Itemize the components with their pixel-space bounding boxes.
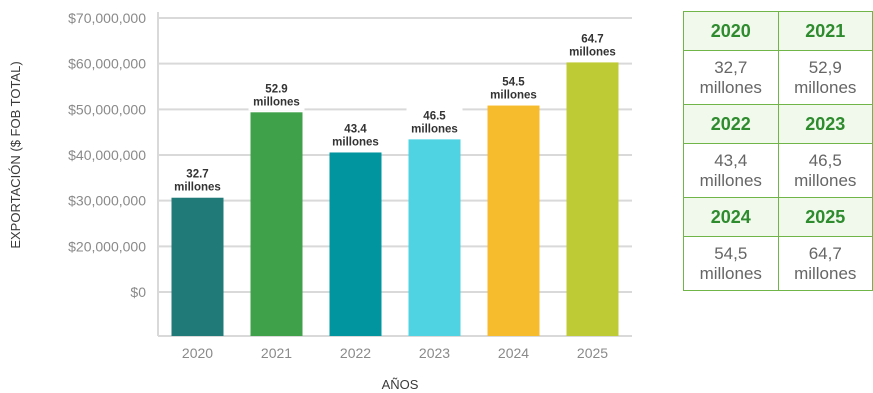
summary-value-unit: millones	[794, 77, 857, 97]
y-tick-label: $0	[130, 284, 146, 300]
summary-table: 2020 2021 32,7 millones 52,9 millones 2022…	[683, 11, 873, 291]
y-tick-label: $30,000,000	[68, 193, 146, 209]
data-label-value: 54.5	[502, 77, 525, 89]
y-tick-label: $40,000,000	[68, 147, 146, 163]
summary-value-number: 43,4	[714, 150, 748, 170]
data-label-unit: millones	[569, 46, 616, 58]
data-label-background	[248, 80, 305, 111]
summary-value-row: 32,7 millones 52,9 millones	[683, 50, 873, 105]
summary-header-row: 2022 2023	[683, 104, 873, 144]
x-axis-tick-labels: 2020 2021 2022 2023 2024 2025	[182, 345, 608, 361]
summary-value-unit: millones	[794, 263, 857, 283]
summary-value-unit: millones	[699, 170, 762, 190]
summary-value-unit: millones	[699, 263, 762, 283]
bar	[250, 112, 303, 337]
y-tick-label: $60,000,000	[68, 56, 146, 72]
summary-year-cell: 2022	[683, 104, 779, 144]
y-axis-title: EXPORTACIÓN ($ FOB TOTAL)	[8, 61, 23, 248]
data-label-value: 64.7	[581, 33, 603, 45]
x-tick-label: 2021	[261, 345, 292, 361]
data-label-value: 32.7	[186, 169, 208, 181]
y-tick-label: $50,000,000	[68, 101, 146, 117]
x-tick-label: 2020	[182, 345, 213, 361]
summary-year-cell: 2020	[683, 11, 779, 51]
summary-value-unit: millones	[794, 170, 857, 190]
data-label-background	[169, 165, 226, 196]
summary-value-number: 32,7	[714, 57, 748, 77]
summary-value-number: 64,7	[808, 243, 842, 263]
x-tick-label: 2022	[340, 345, 371, 361]
grid-lines	[157, 12, 632, 337]
x-axis-title: AÑOS	[382, 377, 419, 392]
bars	[171, 62, 619, 337]
x-tick-label: 2023	[419, 345, 450, 361]
data-label-value: 46.5	[423, 110, 446, 122]
data-label-unit: millones	[253, 96, 300, 108]
summary-value-cell: 32,7 millones	[683, 50, 779, 105]
data-label-background	[327, 120, 384, 151]
summary-value-number: 46,5	[808, 150, 842, 170]
summary-year-cell: 2025	[777, 197, 873, 237]
data-label-background	[406, 107, 463, 138]
x-tick-label: 2025	[577, 345, 608, 361]
summary-header-row: 2020 2021	[683, 11, 873, 51]
data-label-value: 43.4	[344, 123, 367, 135]
data-label-unit: millones	[490, 90, 537, 102]
data-label-value: 52.9	[265, 83, 287, 95]
summary-value-number: 52,9	[808, 57, 842, 77]
bar-data-labels: 32.7millones52.9millones43.4millones46.5…	[169, 30, 621, 196]
bar-chart: $70,000,000 $60,000,000 $50,000,000 $40,000…	[8, 10, 632, 392]
summary-year-cell: 2021	[777, 11, 873, 51]
y-tick-label: $20,000,000	[68, 238, 146, 254]
summary-value-unit: millones	[699, 77, 762, 97]
y-tick-label: $70,000,000	[68, 10, 146, 26]
data-label-background	[485, 73, 542, 104]
summary-value-cell: 64,7 millones	[777, 236, 873, 291]
summary-year-cell: 2024	[683, 197, 779, 237]
x-tick-label: 2024	[498, 345, 529, 361]
summary-value-cell: 46,5 millones	[777, 143, 873, 198]
summary-year-cell: 2023	[777, 104, 873, 144]
summary-header-row: 2024 2025	[683, 197, 873, 237]
y-axis-tick-labels: $70,000,000 $60,000,000 $50,000,000 $40,000…	[68, 10, 146, 300]
data-label-unit: millones	[174, 182, 221, 194]
bar	[408, 139, 461, 336]
summary-value-cell: 43,4 millones	[683, 143, 779, 198]
summary-value-row: 54,5 millones 64,7 millones	[683, 236, 873, 291]
data-label-background	[564, 30, 621, 61]
bar	[329, 152, 382, 336]
summary-value-cell: 52,9 millones	[777, 50, 873, 105]
summary-value-cell: 54,5 millones	[683, 236, 779, 291]
summary-value-number: 54,5	[714, 243, 748, 263]
bar	[171, 197, 224, 336]
data-label-unit: millones	[332, 136, 379, 148]
bar	[566, 62, 619, 336]
summary-value-row: 43,4 millones 46,5 millones	[683, 143, 873, 198]
bar	[487, 105, 540, 337]
data-label-unit: millones	[411, 123, 458, 135]
